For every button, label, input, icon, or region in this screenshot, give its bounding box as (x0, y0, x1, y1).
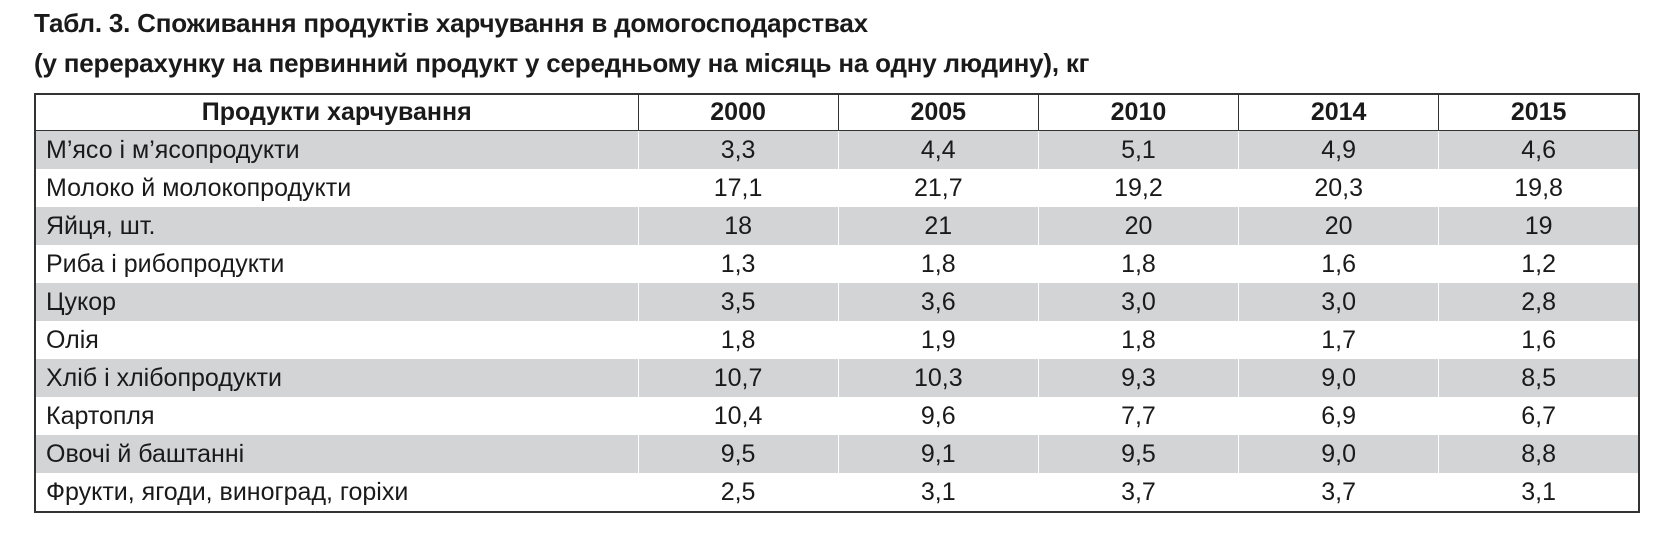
product-name-cell: Картопля (46, 401, 155, 430)
value-cell: 3,0 (1238, 283, 1439, 321)
product-name-cell: Фрукти, ягоди, виноград, горіхи (46, 477, 409, 506)
value-cell: 9,0 (1238, 359, 1439, 397)
table-row: Овочі й баштанні 9,5 9,1 9,5 9,0 8,8 (35, 435, 1639, 473)
table-row: Хліб і хлібопродукти 10,7 10,3 9,3 9,0 8,5 (35, 359, 1639, 397)
value-cell: 18 (637, 207, 839, 245)
consumption-table: Продукти харчування 2000 2005 2010 2014 2015 … (34, 93, 1640, 513)
value-cell: 9,5 (637, 435, 839, 473)
value-cell: 6,7 (1438, 397, 1639, 435)
value-cell: 10,7 (637, 359, 839, 397)
product-name-cell: Цукор (35, 283, 638, 321)
table-title: Табл. 3. Споживання продуктів харчування… (34, 8, 868, 38)
value-cell: 3,3 (637, 130, 839, 169)
value-cell: 3,6 (837, 283, 1039, 321)
table-row: Риба і рибопродукти 1,3 1,8 1,8 1,6 1,2 (35, 245, 1639, 283)
value-cell: 2,5 (637, 473, 839, 512)
column-header-year: 2010 (1037, 93, 1240, 131)
product-name-cell: Хліб і хлібопродукти (35, 359, 638, 397)
table-row: Картопля 10,4 9,6 7,7 6,9 6,7 (35, 397, 1639, 435)
column-header-year: 2000 (637, 93, 839, 131)
product-name-cell: Молоко й молокопродукти (46, 173, 352, 202)
table-row: Цукор 3,5 3,6 3,0 3,0 2,8 (35, 283, 1639, 321)
product-name-cell: М’ясо і м’ясопродукти (35, 130, 638, 169)
value-cell: 21,7 (837, 169, 1039, 207)
column-header-year: 2014 (1238, 93, 1440, 131)
value-cell: 8,8 (1438, 435, 1639, 473)
table-row: Фрукти, ягоди, виноград, горіхи 2,5 3,1 3,7… (35, 473, 1639, 512)
value-cell: 4,9 (1238, 130, 1439, 169)
table-row: Яйця, шт. 18 21 20 20 19 (35, 207, 1639, 245)
value-cell: 9,3 (1037, 359, 1239, 397)
value-cell: 3,7 (1238, 473, 1439, 512)
value-cell: 1,9 (837, 321, 1039, 359)
value-cell: 19,8 (1438, 169, 1639, 207)
value-cell: 1,7 (1238, 321, 1439, 359)
value-cell: 1,8 (637, 321, 839, 359)
value-cell: 9,1 (837, 435, 1039, 473)
product-name-cell: Овочі й баштанні (35, 435, 638, 473)
column-header-product: Продукти харчування (34, 93, 639, 131)
product-name-cell: Риба і рибопродукти (46, 249, 285, 278)
value-cell: 10,4 (637, 397, 839, 435)
value-cell: 21 (837, 207, 1039, 245)
value-cell: 3,7 (1037, 473, 1239, 512)
column-header-year: 2005 (837, 93, 1039, 131)
value-cell: 20 (1238, 207, 1439, 245)
value-cell: 20 (1037, 207, 1239, 245)
value-cell: 20,3 (1238, 169, 1439, 207)
value-cell: 1,3 (637, 245, 839, 283)
value-cell: 3,5 (637, 283, 839, 321)
value-cell: 4,6 (1438, 130, 1639, 169)
product-name-cell: Яйця, шт. (35, 207, 638, 245)
value-cell: 1,8 (1037, 321, 1239, 359)
table-subtitle: (у перерахунку на первинний продукт у се… (34, 48, 1090, 78)
value-cell: 1,2 (1438, 245, 1639, 283)
value-cell: 3,1 (1438, 473, 1639, 512)
value-cell: 9,6 (837, 397, 1039, 435)
value-cell: 8,5 (1438, 359, 1639, 397)
value-cell: 5,1 (1037, 130, 1239, 169)
table-row: Олія 1,8 1,9 1,8 1,7 1,6 (35, 321, 1639, 359)
header-row: Продукти харчування 2000 2005 2010 2014 2015 (34, 93, 1640, 131)
value-cell: 1,6 (1238, 245, 1439, 283)
value-cell: 10,3 (837, 359, 1039, 397)
value-cell: 2,8 (1438, 283, 1639, 321)
value-cell: 19,2 (1037, 169, 1239, 207)
table-row: М’ясо і м’ясопродукти 3,3 4,4 5,1 4,9 4,6 (35, 130, 1639, 169)
column-header-year: 2015 (1438, 93, 1640, 131)
value-cell: 9,5 (1037, 435, 1239, 473)
value-cell: 1,6 (1438, 321, 1639, 359)
value-cell: 17,1 (637, 169, 839, 207)
value-cell: 19 (1438, 207, 1639, 245)
value-cell: 4,4 (837, 130, 1039, 169)
value-cell: 9,0 (1238, 435, 1439, 473)
value-cell: 1,8 (1037, 245, 1239, 283)
table-row: Молоко й молокопродукти 17,1 21,7 19,2 20,3 1… (35, 169, 1639, 207)
value-cell: 1,8 (837, 245, 1039, 283)
value-cell: 7,7 (1037, 397, 1239, 435)
value-cell: 3,1 (837, 473, 1039, 512)
value-cell: 3,0 (1037, 283, 1239, 321)
product-name-cell: Олія (46, 325, 99, 354)
value-cell: 6,9 (1238, 397, 1439, 435)
